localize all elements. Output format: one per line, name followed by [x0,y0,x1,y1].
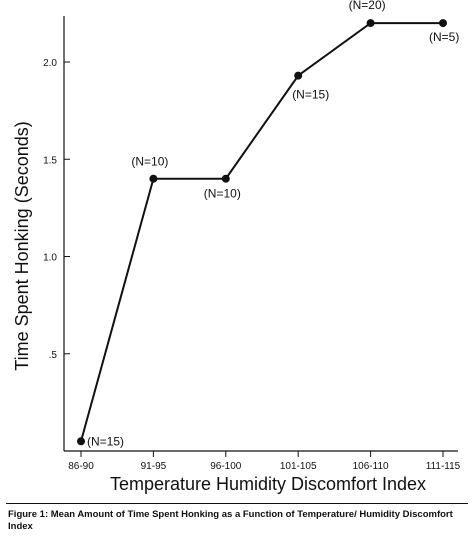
y-axis-title: Time Spent Honking (Seconds) [12,121,32,370]
y-tick-label: 1.0 [43,253,57,264]
x-tick-label: 101-105 [280,461,317,472]
x-tick-label: 111-115 [426,461,461,472]
y-tick-label: 1.5 [43,155,57,166]
data-point [294,71,303,80]
line-chart: .5 1.0 1.5 2.0 86-90 91-95 96-100 101-105 106-1… [12,0,461,494]
caption-divider [6,503,468,504]
data-label: (N=10) [204,187,241,201]
series-line [80,22,443,442]
x-tick-label: 91-95 [141,461,167,472]
data-point [366,19,375,28]
y-tick-label: .5 [49,350,58,361]
data-label: (N=20) [349,0,386,12]
data-point [149,174,158,183]
data-label: (N=15) [292,88,329,102]
x-tick-label: 106-110 [353,461,389,472]
data-point [221,174,230,183]
data-label: (N=10) [131,155,168,169]
x-tick-label: 96-100 [210,461,242,472]
y-tick-label: 2.0 [43,58,57,69]
data-label: (N=15) [87,434,124,448]
x-axis-title: Temperature Humidity Discomfort Index [110,474,426,494]
data-point [439,19,447,28]
figure-caption: Figure 1: Mean Amount of Time Spent Honk… [8,509,453,532]
x-tick-label: 86-90 [68,461,94,472]
data-point [77,437,85,446]
data-label: (N=5) [429,30,459,44]
